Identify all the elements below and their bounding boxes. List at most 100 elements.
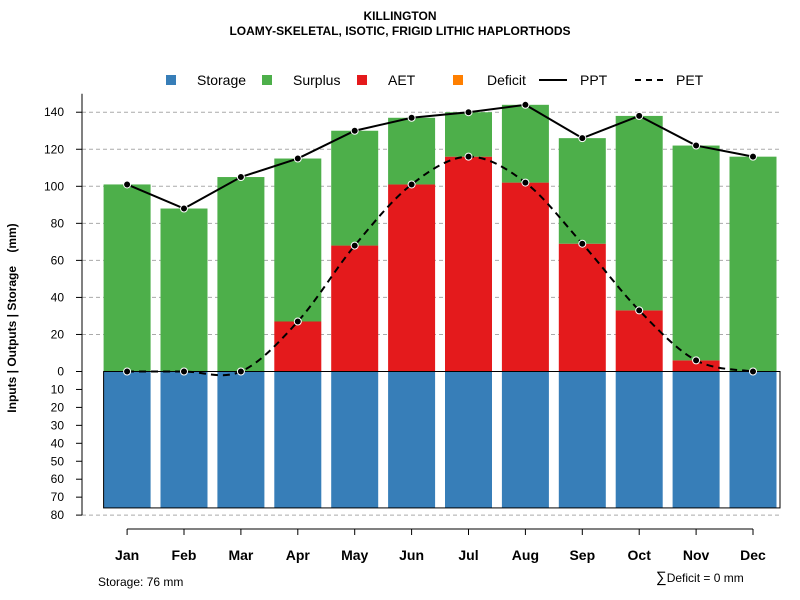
- surplus-bar: [501, 104, 549, 183]
- y-tick-label: 120: [44, 142, 64, 156]
- ppt-point: [635, 111, 644, 120]
- legend-pet-line: [635, 79, 663, 81]
- y-tick-label: 10: [51, 382, 65, 396]
- x-tick-label: Jan: [115, 547, 139, 563]
- x-tick-label: Jun: [399, 547, 424, 563]
- legend: Storage Surplus AET Deficit PPT PET: [0, 71, 800, 89]
- surplus-bar: [331, 130, 379, 246]
- legend-item-storage: Storage: [166, 71, 246, 89]
- legend-surplus-swatch: [262, 75, 272, 85]
- legend-pet-label: PET: [676, 72, 704, 88]
- storage-bar: [445, 371, 492, 508]
- legend-aet-label: AET: [388, 72, 416, 88]
- pet-point: [293, 317, 302, 326]
- ppt-point: [749, 152, 757, 161]
- ppt-point: [692, 141, 701, 150]
- x-tick-label: Dec: [740, 547, 766, 563]
- legend-deficit-label: Deficit: [487, 72, 526, 88]
- storage-bar: [160, 371, 208, 508]
- y-tick-label: 80: [51, 508, 65, 522]
- storage-bar: [274, 371, 322, 508]
- ppt-point: [236, 173, 245, 182]
- legend-item-aet: AET: [357, 71, 415, 89]
- y-tick-label: 20: [51, 400, 65, 414]
- x-tick-label: Feb: [172, 547, 197, 563]
- storage-bar: [558, 371, 606, 508]
- y-tick-label: 50: [51, 454, 65, 468]
- legend-surplus-label: Surplus: [293, 72, 341, 88]
- pet-point: [350, 241, 359, 250]
- aet-bar: [615, 310, 663, 372]
- ppt-point: [464, 108, 473, 117]
- aet-bar: [501, 182, 549, 372]
- x-tick-label: Apr: [286, 547, 311, 563]
- legend-deficit-swatch: [453, 75, 463, 85]
- x-tick-label: Oct: [628, 547, 652, 563]
- storage-bar: [729, 371, 777, 508]
- legend-storage-label: Storage: [197, 72, 247, 88]
- sum-symbol: ∑: [656, 569, 667, 586]
- x-tick-label: Aug: [512, 547, 539, 563]
- y-tick-label: 20: [51, 327, 65, 341]
- storage-bar: [217, 371, 265, 508]
- y-tick-label: 60: [51, 253, 65, 267]
- x-tick-label: Sep: [569, 547, 595, 563]
- legend-ppt-label: PPT: [580, 72, 608, 88]
- surplus-bar: [103, 184, 151, 372]
- y-tick-label: 30: [51, 418, 65, 432]
- legend-item-pet: PET: [635, 71, 703, 89]
- aet-bar: [388, 184, 436, 372]
- pet-point: [407, 180, 416, 189]
- ppt-point: [407, 113, 416, 122]
- chart-title: KILLINGTON: [363, 9, 437, 23]
- x-tick-label: May: [341, 547, 368, 563]
- y-tick-label: 40: [51, 436, 65, 450]
- storage-bar: [672, 371, 720, 508]
- storage-footnote: Storage: 76 mm: [98, 575, 184, 589]
- pet-point: [578, 239, 587, 248]
- storage-bar: [615, 371, 663, 508]
- aet-bar: [274, 321, 322, 372]
- pet-point: [123, 367, 132, 376]
- x-tick-label: Mar: [228, 547, 253, 563]
- x-tick-label: Jul: [458, 547, 478, 563]
- surplus-bar: [672, 145, 720, 361]
- ppt-point: [293, 154, 302, 163]
- surplus-bar: [615, 115, 663, 311]
- storage-bar: [388, 371, 436, 508]
- deficit-footnote: ∑Deficit = 0 mm: [656, 569, 744, 586]
- surplus-bar: [388, 117, 436, 185]
- surplus-bar: [445, 112, 492, 157]
- storage-bar: [103, 371, 151, 508]
- y-tick-label: 70: [51, 490, 65, 504]
- pet-point: [464, 152, 473, 161]
- legend-item-ppt: PPT: [539, 71, 607, 89]
- legend-item-surplus: Surplus: [262, 71, 340, 89]
- legend-item-deficit: Deficit: [453, 71, 526, 89]
- aet-bar: [558, 243, 606, 372]
- ppt-point: [350, 126, 359, 135]
- pet-point: [692, 356, 701, 365]
- aet-bar: [331, 245, 379, 372]
- pet-point: [180, 367, 188, 376]
- ppt-line: [126, 103, 754, 210]
- ppt-point: [578, 134, 587, 143]
- surplus-bar: [729, 156, 777, 372]
- legend-storage-swatch: [166, 75, 176, 85]
- chart-subtitle: LOAMY-SKELETAL, ISOTIC, FRIGID LITHIC HA…: [229, 24, 571, 38]
- y-tick-label: 60: [51, 472, 65, 486]
- ppt-point: [180, 204, 188, 213]
- ppt-point: [123, 180, 132, 189]
- pet-point: [236, 367, 245, 376]
- aet-bar: [445, 156, 492, 372]
- legend-ppt-line: [539, 79, 567, 81]
- pet-point: [749, 367, 757, 376]
- surplus-bar: [160, 208, 208, 372]
- surplus-bar: [558, 138, 606, 244]
- surplus-bar: [217, 177, 265, 372]
- legend-aet-swatch: [357, 75, 367, 85]
- y-tick-label: 140: [44, 105, 64, 119]
- x-tick-label: Nov: [683, 547, 710, 563]
- pet-point: [635, 306, 644, 315]
